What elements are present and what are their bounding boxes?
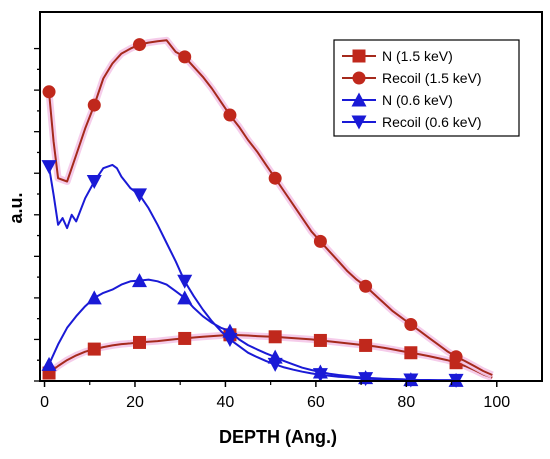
data-point	[178, 50, 192, 64]
data-point	[359, 279, 373, 293]
legend-marker	[352, 49, 366, 63]
data-point	[267, 357, 283, 372]
legend-item: N (0.6 keV)	[342, 92, 453, 108]
data-point	[177, 290, 193, 305]
data-point	[131, 188, 147, 203]
series-layer	[41, 36, 494, 388]
data-point	[87, 342, 101, 356]
data-point	[42, 85, 56, 99]
x-tick-label: 20	[126, 394, 144, 411]
data-point	[132, 335, 146, 349]
data-point	[312, 368, 328, 383]
data-point	[86, 175, 102, 190]
data-point	[178, 331, 192, 345]
data-point	[41, 160, 57, 175]
series-2	[42, 36, 494, 379]
x-tick-label: 60	[307, 394, 325, 411]
legend-item: Recoil (0.6 keV)	[342, 114, 482, 130]
series-line	[48, 39, 493, 376]
legend-marker	[352, 71, 366, 85]
data-point	[132, 38, 146, 52]
axes: 0 20 40 60 80 100	[34, 11, 543, 411]
data-point	[359, 338, 373, 352]
data-point	[358, 372, 374, 387]
data-point	[268, 330, 282, 344]
x-tick-label: 40	[217, 394, 235, 411]
data-point	[404, 317, 418, 331]
data-point	[41, 356, 57, 371]
data-point	[449, 350, 463, 364]
legend-label: N (0.6 keV)	[382, 92, 453, 108]
data-point	[87, 98, 101, 112]
legend-marker	[351, 92, 367, 107]
series-line	[48, 278, 457, 382]
data-point	[222, 332, 238, 347]
data-point	[313, 333, 327, 347]
x-tick-label: 100	[483, 394, 510, 411]
data-point	[86, 290, 102, 305]
legend-label: Recoil (0.6 keV)	[382, 114, 482, 130]
plot-frame	[39, 11, 543, 382]
legend: N (1.5 keV) Recoil (1.5 keV) N (0.6 keV) Re…	[333, 39, 520, 137]
x-axis-title: DEPTH (Ang.)	[219, 427, 337, 447]
legend-marker	[351, 115, 367, 130]
series-3	[41, 273, 464, 387]
legend-label: Recoil (1.5 keV)	[382, 70, 482, 86]
series-1	[42, 328, 494, 381]
legend-item: N (1.5 keV)	[342, 48, 453, 64]
data-point	[223, 108, 237, 122]
x-tick-label: 80	[397, 394, 415, 411]
data-point	[177, 274, 193, 289]
data-point	[404, 346, 418, 360]
data-point	[313, 234, 327, 248]
data-point	[268, 171, 282, 185]
legend-item: Recoil (1.5 keV)	[342, 70, 482, 86]
x-tick-label: 0	[40, 394, 49, 411]
legend-label: N (1.5 keV)	[382, 48, 453, 64]
data-point	[131, 273, 147, 288]
y-axis-title: a.u.	[6, 192, 26, 223]
